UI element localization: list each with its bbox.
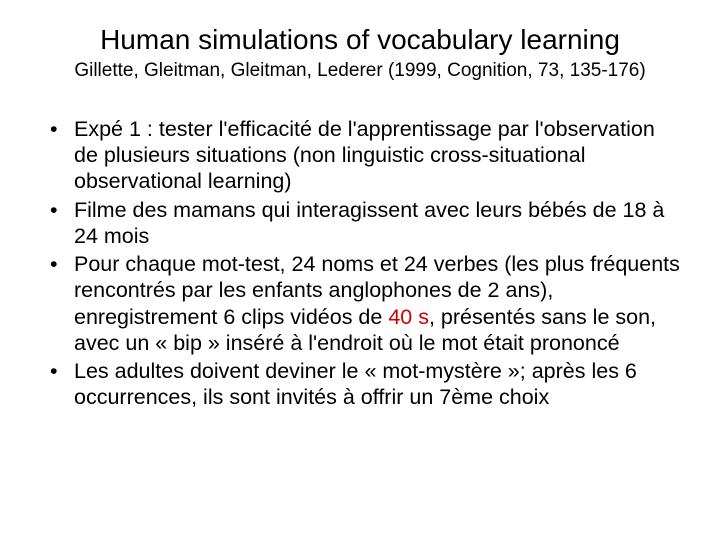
bullet-text: Les adultes doivent deviner le « mot-mys… [74,359,637,409]
list-item: Filme des mamans qui interagissent avec … [74,197,684,249]
list-item: Expé 1 : tester l'efficacité de l'appren… [74,116,684,195]
list-item: Les adultes doivent deviner le « mot-mys… [74,358,684,410]
bullet-text: Expé 1 : tester l'efficacité de l'appren… [74,117,655,193]
bullet-list: Expé 1 : tester l'efficacité de l'appren… [36,116,684,410]
slide-title: Human simulations of vocabulary learning [36,24,684,56]
bullet-highlight: 40 s [388,305,429,329]
bullet-text: Filme des mamans qui interagissent avec … [74,198,664,248]
list-item: Pour chaque mot-test, 24 noms et 24 verb… [74,251,684,356]
slide-subtitle: Gillette, Gleitman, Gleitman, Lederer (1… [36,60,684,82]
slide: Human simulations of vocabulary learning… [0,0,720,540]
